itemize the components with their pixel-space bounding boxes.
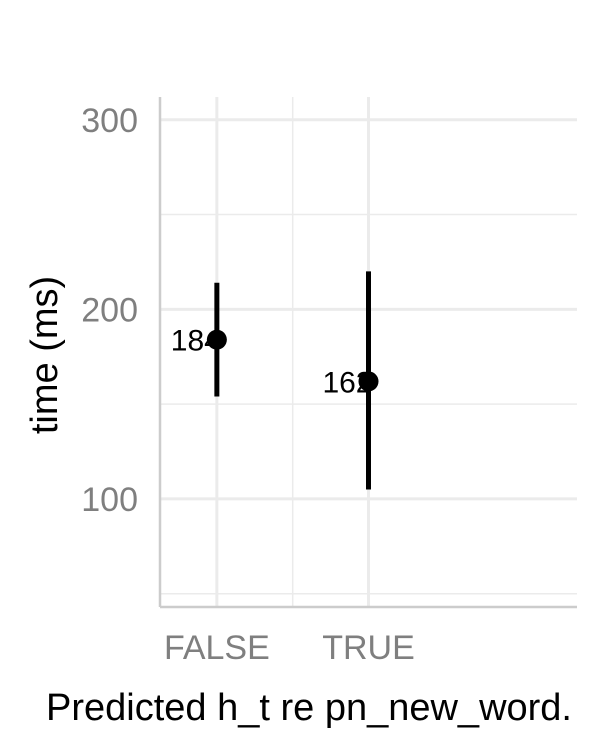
y-axis-title: time (ms) [24,276,66,434]
y-tick-label: 100 [81,481,138,519]
x-tick-label: TRUE [322,629,415,667]
y-tick-label: 300 [81,102,138,140]
tick-labels: 100 200 300 FALSE TRUE [81,102,415,667]
x-axis-title: Predicted h_t re pn_new_word. [46,687,572,729]
data-point [358,371,379,392]
data-point [206,329,227,350]
y-tick-label: 200 [81,291,138,329]
x-tick-label: FALSE [164,629,270,667]
axes [158,97,577,609]
